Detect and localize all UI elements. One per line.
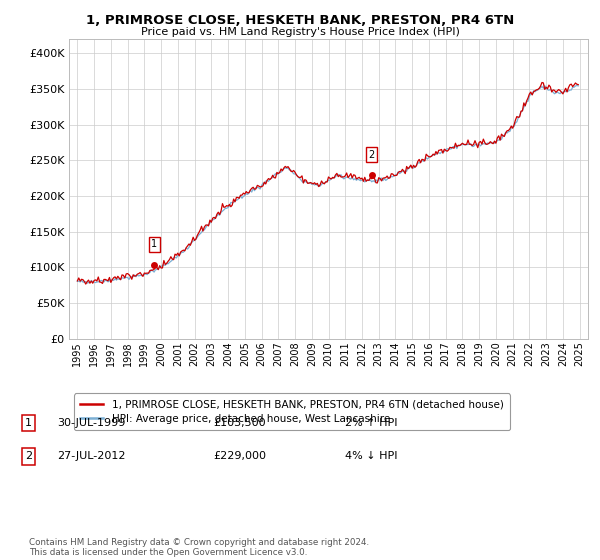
Text: Contains HM Land Registry data © Crown copyright and database right 2024.
This d: Contains HM Land Registry data © Crown c… [29,538,369,557]
Text: 4% ↓ HPI: 4% ↓ HPI [345,451,398,461]
Legend: 1, PRIMROSE CLOSE, HESKETH BANK, PRESTON, PR4 6TN (detached house), HPI: Average: 1, PRIMROSE CLOSE, HESKETH BANK, PRESTON… [74,394,510,430]
Text: £103,500: £103,500 [213,418,266,428]
Text: Price paid vs. HM Land Registry's House Price Index (HPI): Price paid vs. HM Land Registry's House … [140,27,460,37]
Text: 1, PRIMROSE CLOSE, HESKETH BANK, PRESTON, PR4 6TN: 1, PRIMROSE CLOSE, HESKETH BANK, PRESTON… [86,14,514,27]
Text: 1: 1 [25,418,32,428]
Text: 2: 2 [25,451,32,461]
Text: 27-JUL-2012: 27-JUL-2012 [57,451,125,461]
Text: 2: 2 [368,150,375,160]
Text: 30-JUL-1999: 30-JUL-1999 [57,418,125,428]
Text: 1: 1 [151,239,157,249]
Text: £229,000: £229,000 [213,451,266,461]
Text: 2% ↑ HPI: 2% ↑ HPI [345,418,398,428]
